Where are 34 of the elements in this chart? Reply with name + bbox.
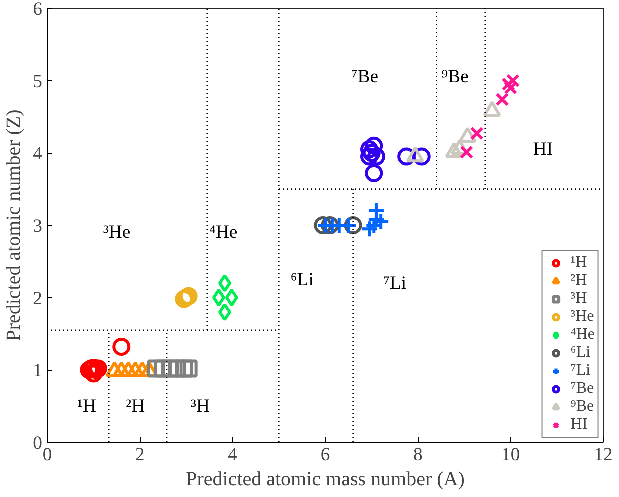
annotation: ⁶Li [290,269,314,290]
annotation: ¹H [77,396,96,417]
legend-label: ²H [570,272,588,290]
annotation: ⁷Li [383,272,407,294]
annotation: ³H [190,396,210,417]
x-tick-label: 6 [320,444,330,466]
annotation: ⁷Be [351,66,379,88]
legend-label: ¹H [570,254,588,272]
legend-label: ³He [570,308,594,326]
x-tick-label: 4 [228,444,238,466]
x-tick-label: 12 [594,444,613,466]
y-tick-label: 3 [33,216,42,237]
x-axis-title: Predicted atomic mass number (A) [186,468,465,490]
annotation: ⁴He [209,222,238,244]
y-tick-label: 1 [33,360,42,382]
y-tick-label: 2 [33,288,42,310]
x-tick-label: 8 [414,444,423,466]
legend-label: HI [570,416,589,434]
x-tick-label: 2 [136,444,145,466]
legend-label: ³H [570,290,588,308]
annotation: ²H [126,396,146,417]
legend-label: ⁶Li [570,344,591,362]
legend-label: ⁷Be [570,380,594,398]
annotation: ⁹Be [442,66,469,88]
annotation: HI [533,139,554,160]
legend-label: ⁷Li [570,362,591,380]
y-axis-title: Predicted atomic number (Z) [3,110,26,342]
annotation: ³He [103,222,131,244]
legend-label: ⁹Be [570,398,594,416]
y-tick-label: 6 [33,0,42,20]
y-tick-label: 5 [33,71,42,92]
legend-label: ⁴He [570,326,595,344]
x-tick-label: 10 [502,444,520,466]
y-tick-label: 4 [33,144,44,165]
